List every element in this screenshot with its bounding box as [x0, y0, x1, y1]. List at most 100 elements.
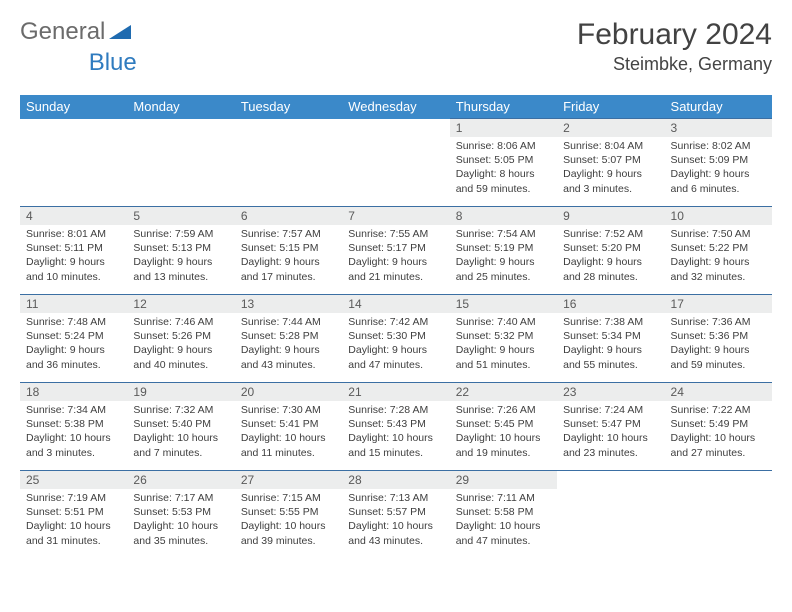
calendar-cell: 20Sunrise: 7:30 AMSunset: 5:41 PMDayligh… [235, 383, 342, 471]
calendar-cell: 8Sunrise: 7:54 AMSunset: 5:19 PMDaylight… [450, 207, 557, 295]
daylight-line: Daylight: 10 hours and 7 minutes. [133, 431, 228, 459]
day-number: 19 [127, 383, 234, 401]
day-number: 14 [342, 295, 449, 313]
day-number: 18 [20, 383, 127, 401]
sunrise-line: Sunrise: 7:52 AM [563, 227, 658, 241]
day-number: 16 [557, 295, 664, 313]
day-number: 9 [557, 207, 664, 225]
daylight-line: Daylight: 9 hours and 17 minutes. [241, 255, 336, 283]
sunrise-line: Sunrise: 7:38 AM [563, 315, 658, 329]
calendar-cell: 14Sunrise: 7:42 AMSunset: 5:30 PMDayligh… [342, 295, 449, 383]
day-number: 1 [450, 119, 557, 137]
sunrise-line: Sunrise: 7:55 AM [348, 227, 443, 241]
daylight-line: Daylight: 9 hours and 3 minutes. [563, 167, 658, 195]
day-number: 25 [20, 471, 127, 489]
sunrise-line: Sunrise: 7:42 AM [348, 315, 443, 329]
calendar-cell: 5 Sunrise: 7:59 AMSunset: 5:13 PMDaylight… [127, 207, 234, 295]
day-number: 12 [127, 295, 234, 313]
calendar-cell: 27Sunrise: 7:15 AMSunset: 5:55 PMDayligh… [235, 471, 342, 559]
calendar-week-row: 18Sunrise: 7:34 AMSunset: 5:38 PMDayligh… [20, 383, 772, 471]
sunrise-line: Sunrise: 8:04 AM [563, 139, 658, 153]
sunrise-line: Sunrise: 7:57 AM [241, 227, 336, 241]
sunrise-line: Sunrise: 7:44 AM [241, 315, 336, 329]
sunset-line: Sunset: 5:30 PM [348, 329, 443, 343]
daylight-line: Daylight: 9 hours and 59 minutes. [671, 343, 766, 371]
calendar-cell: 11Sunrise: 7:48 AMSunset: 5:24 PMDayligh… [20, 295, 127, 383]
calendar-body: 1 Sunrise: 8:06 AMSunset: 5:05 PM Daylight… [20, 119, 772, 559]
sunset-line: Sunset: 5:13 PM [133, 241, 228, 255]
calendar-cell: 19Sunrise: 7:32 AMSunset: 5:40 PMDayligh… [127, 383, 234, 471]
daylight-line: Daylight: 9 hours and 13 minutes. [133, 255, 228, 283]
calendar-header-row: SundayMondayTuesdayWednesdayThursdayFrid… [20, 95, 772, 119]
sunrise-line: Sunrise: 7:13 AM [348, 491, 443, 505]
day-details: Sunrise: 7:32 AMSunset: 5:40 PMDaylight:… [127, 401, 234, 464]
calendar-cell [20, 119, 127, 207]
daylight-line: Daylight: 10 hours and 31 minutes. [26, 519, 121, 547]
sunset-line: Sunset: 5:19 PM [456, 241, 551, 255]
sunrise-line: Sunrise: 7:24 AM [563, 403, 658, 417]
day-number: 10 [665, 207, 772, 225]
daylight-line: Daylight: 9 hours and 55 minutes. [563, 343, 658, 371]
calendar-cell: 24Sunrise: 7:22 AMSunset: 5:49 PMDayligh… [665, 383, 772, 471]
day-details: Sunrise: 7:40 AMSunset: 5:32 PMDaylight:… [450, 313, 557, 376]
daylight-line: Daylight: 9 hours and 43 minutes. [241, 343, 336, 371]
daylight-line: Daylight: 10 hours and 47 minutes. [456, 519, 551, 547]
calendar-cell: 3Sunrise: 8:02 AMSunset: 5:09 PMDaylight… [665, 119, 772, 207]
calendar-week-row: 25Sunrise: 7:19 AMSunset: 5:51 PMDayligh… [20, 471, 772, 559]
calendar-week-row: 4Sunrise: 8:01 AMSunset: 5:11 PMDaylight… [20, 207, 772, 295]
day-number: 5 [127, 207, 234, 225]
daylight-line: Daylight: 9 hours and 25 minutes. [456, 255, 551, 283]
weekday-header: Friday [557, 95, 664, 119]
daylight-line: Daylight: 10 hours and 27 minutes. [671, 431, 766, 459]
calendar-week-row: 1 Sunrise: 8:06 AMSunset: 5:05 PM Daylight… [20, 119, 772, 207]
day-number: 29 [450, 471, 557, 489]
weekday-header: Saturday [665, 95, 772, 119]
sunset-line: Sunset: 5:28 PM [241, 329, 336, 343]
month-title: February 2024 [577, 18, 772, 52]
calendar-cell: 16 Sunrise: 7:38 AMSunset: 5:34 PMDayligh… [557, 295, 664, 383]
weekday-header: Thursday [450, 95, 557, 119]
calendar-cell: 2Sunrise: 8:04 AMSunset: 5:07 PMDaylight… [557, 119, 664, 207]
calendar-cell: 22Sunrise: 7:26 AMSunset: 5:45 PMDayligh… [450, 383, 557, 471]
sunrise-line: Sunrise: 8:01 AM [26, 227, 121, 241]
sunset-line: Sunset: 5:45 PM [456, 417, 551, 431]
sunset-line: Sunset: 5:05 PM [456, 153, 551, 167]
sunrise-line: Sunrise: 7:28 AM [348, 403, 443, 417]
day-details: Sunrise: 7:15 AMSunset: 5:55 PMDaylight:… [235, 489, 342, 552]
daylight-line: Daylight: 10 hours and 35 minutes. [133, 519, 228, 547]
sunset-line: Sunset: 5:51 PM [26, 505, 121, 519]
sunset-line: Sunset: 5:11 PM [26, 241, 121, 255]
sunset-line: Sunset: 5:47 PM [563, 417, 658, 431]
daylight-line: Daylight: 9 hours and 40 minutes. [133, 343, 228, 371]
sunset-line: Sunset: 5:41 PM [241, 417, 336, 431]
weekday-header: Tuesday [235, 95, 342, 119]
day-details: Sunrise: 7:24 AMSunset: 5:47 PMDaylight:… [557, 401, 664, 464]
day-details: Sunrise: 7:19 AMSunset: 5:51 PMDaylight:… [20, 489, 127, 552]
sunrise-line: Sunrise: 7:59 AM [133, 227, 228, 241]
daylight-line: Daylight: 10 hours and 43 minutes. [348, 519, 443, 547]
daylight-line: Daylight: 10 hours and 3 minutes. [26, 431, 121, 459]
daylight-line: Daylight: 9 hours and 21 minutes. [348, 255, 443, 283]
calendar-cell: 15Sunrise: 7:40 AMSunset: 5:32 PMDayligh… [450, 295, 557, 383]
sunset-line: Sunset: 5:34 PM [563, 329, 658, 343]
calendar-cell: 25Sunrise: 7:19 AMSunset: 5:51 PMDayligh… [20, 471, 127, 559]
sunrise-line: Sunrise: 7:17 AM [133, 491, 228, 505]
daylight-line: Daylight: 9 hours and 10 minutes. [26, 255, 121, 283]
sunrise-line: Sunrise: 7:50 AM [671, 227, 766, 241]
daylight-line: Daylight: 10 hours and 11 minutes. [241, 431, 336, 459]
daylight-line: Daylight: 9 hours and 51 minutes. [456, 343, 551, 371]
sunrise-line: Sunrise: 8:06 AM [456, 139, 551, 153]
calendar-cell: 21Sunrise: 7:28 AMSunset: 5:43 PMDayligh… [342, 383, 449, 471]
sunset-line: Sunset: 5:20 PM [563, 241, 658, 255]
day-details: Sunrise: 7:11 AMSunset: 5:58 PMDaylight:… [450, 489, 557, 552]
weekday-header: Wednesday [342, 95, 449, 119]
day-details: Sunrise: 7:17 AMSunset: 5:53 PMDaylight:… [127, 489, 234, 552]
day-number: 23 [557, 383, 664, 401]
sunset-line: Sunset: 5:57 PM [348, 505, 443, 519]
brand-triangle-icon [109, 18, 131, 46]
sunrise-line: Sunrise: 7:34 AM [26, 403, 121, 417]
day-details: Sunrise: 7:44 AMSunset: 5:28 PMDaylight:… [235, 313, 342, 376]
sunset-line: Sunset: 5:15 PM [241, 241, 336, 255]
calendar-cell: 13Sunrise: 7:44 AMSunset: 5:28 PMDayligh… [235, 295, 342, 383]
day-number: 15 [450, 295, 557, 313]
